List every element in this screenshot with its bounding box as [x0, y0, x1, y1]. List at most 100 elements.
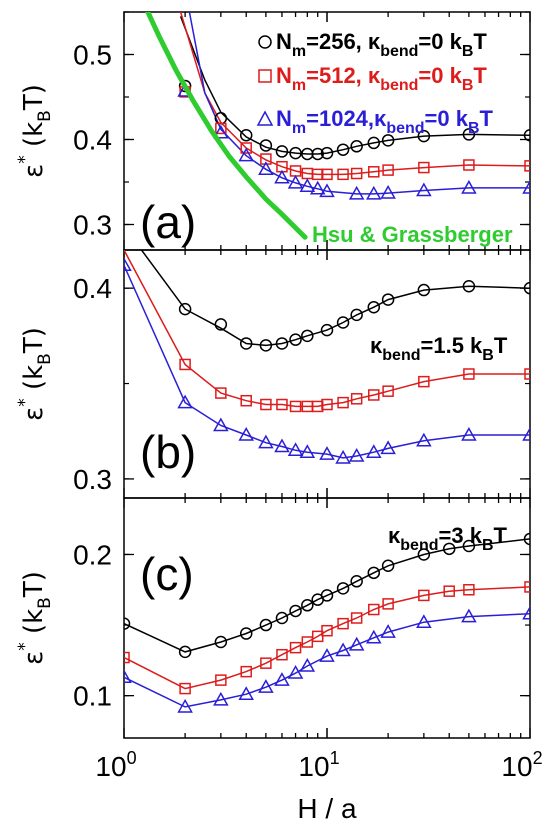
data-point-triangle [287, 665, 304, 679]
data-point-square [179, 682, 191, 695]
data-point-triangle [380, 624, 396, 638]
plot-area [145, 12, 530, 240]
data-point-square [289, 400, 302, 413]
data-point-circle [381, 134, 395, 147]
data-point-square [337, 617, 349, 630]
data-point-triangle [335, 642, 351, 657]
y-axis-label: ε* (kBT) [15, 571, 55, 665]
data-point-triangle [380, 440, 396, 455]
data-point-square [463, 584, 475, 596]
data-point-triangle [299, 657, 316, 672]
y-tick-label: 0.1 [73, 681, 112, 712]
panel-label: (c) [140, 548, 194, 600]
data-point-triangle [258, 434, 274, 449]
data-point-square [524, 160, 530, 172]
data-point-circle [239, 129, 253, 142]
data-point-circle [124, 617, 131, 630]
data-point-square [350, 393, 363, 405]
data-point-triangle [522, 179, 530, 194]
data-point-circle [350, 308, 363, 322]
data-point-triangle [380, 185, 396, 199]
data-point-triangle [319, 648, 335, 662]
fit-line [124, 586, 530, 690]
data-point-square [240, 142, 252, 154]
data-point-triangle [348, 185, 365, 200]
data-point-triangle [522, 427, 530, 441]
data-point-triangle [365, 185, 382, 200]
data-point-circle [239, 337, 253, 350]
data-point-square [368, 166, 380, 178]
data-point-circle [289, 604, 302, 618]
data-point-circle [417, 283, 431, 297]
panel-label: (b) [140, 426, 196, 478]
data-point-square [289, 641, 302, 654]
data-point-circle [301, 599, 314, 612]
panel-label: (a) [140, 196, 196, 248]
data-point-triangle [177, 698, 193, 713]
data-point-square [215, 387, 227, 399]
data-point-triangle [274, 438, 290, 453]
data-point-square [321, 168, 333, 181]
legend-marker-triangle [256, 110, 274, 126]
data-point-circle [239, 627, 253, 640]
x-tick-label: 102 [501, 748, 542, 782]
data-point-triangle [461, 608, 477, 623]
data-point-triangle [335, 449, 351, 464]
data-point-triangle [287, 174, 304, 189]
data-point-square [368, 603, 380, 616]
data-point-square [240, 394, 252, 407]
data-point-triangle [258, 679, 274, 693]
data-point-triangle [416, 614, 432, 628]
data-point-triangle [365, 629, 382, 644]
data-point-circle [381, 559, 395, 573]
fit-line [124, 613, 530, 708]
data-point-square [321, 624, 333, 637]
data-point-circle [275, 145, 289, 158]
panel-c: 0.1 0.2 ε* (kBT) (c) κbend=3 kBT [15, 497, 531, 739]
y-tick-label: 0.4 [73, 125, 112, 156]
data-point-circle [259, 618, 273, 632]
data-point-triangle [213, 417, 229, 432]
data-point-triangle [416, 182, 432, 197]
fit-line [140, 250, 530, 347]
data-point-triangle [522, 605, 530, 620]
data-point-triangle [213, 691, 229, 706]
data-point-triangle [348, 448, 365, 462]
data-point-square [418, 161, 430, 174]
data-point-triangle [416, 432, 432, 447]
legend-entry: Nm=256, κbend=0 kBT [276, 29, 487, 60]
plot-area [124, 250, 530, 464]
data-point-circle [214, 318, 228, 331]
data-point-square [382, 598, 394, 610]
legend-entry: Nm=512, κbend=0 kBT [276, 63, 487, 94]
data-point-circle [462, 128, 476, 141]
plot-area [124, 532, 530, 713]
data-point-circle [320, 589, 334, 602]
data-point-circle [523, 281, 530, 295]
data-point-square [260, 398, 272, 411]
data-point-circle [367, 136, 381, 150]
y-tick-label: 0.4 [73, 273, 112, 304]
data-point-square [524, 368, 530, 380]
data-point-square [524, 581, 530, 593]
data-point-circle [311, 147, 324, 161]
data-point-square [321, 398, 333, 411]
data-point-triangle [319, 446, 335, 460]
data-point-circle [336, 143, 350, 156]
data-point-square [418, 375, 430, 388]
data-point-square [276, 398, 288, 411]
data-point-circle [367, 300, 381, 314]
data-point-circle [442, 542, 456, 556]
data-point-triangle [348, 636, 365, 651]
data-point-square [350, 612, 363, 624]
data-point-square [215, 674, 227, 686]
data-point-triangle [258, 161, 274, 175]
data-point-triangle [309, 180, 326, 195]
data-point-circle [462, 539, 476, 553]
data-point-circle [289, 333, 302, 346]
data-point-triangle [461, 427, 477, 441]
data-point-square [382, 164, 394, 176]
data-point-square [240, 665, 252, 678]
data-point-square [350, 167, 363, 180]
